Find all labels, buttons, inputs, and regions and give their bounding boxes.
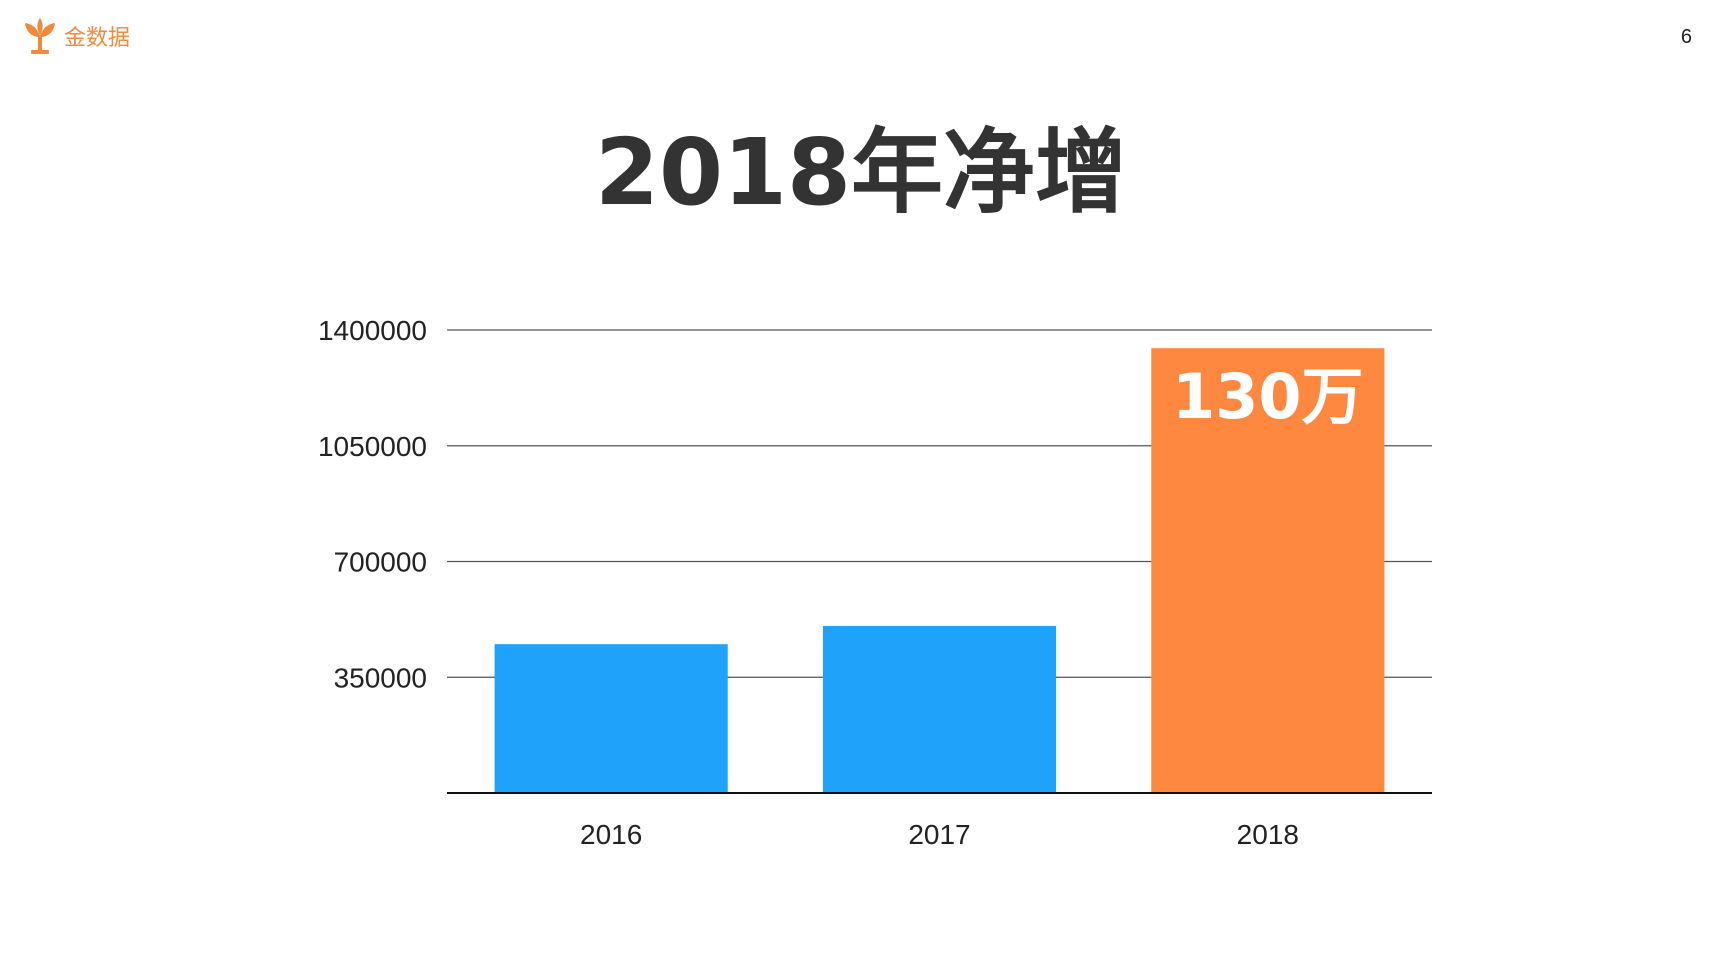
page-number: 6 [1680, 26, 1692, 48]
data-label: 130万 [1172, 360, 1363, 433]
y-tick-label: 350000 [334, 662, 427, 693]
logo-text: 金数据 [64, 26, 131, 51]
x-tick-label: 2018 [1237, 819, 1299, 850]
bar-2018 [1151, 348, 1385, 793]
sprout-logo-icon [25, 18, 55, 54]
y-tick-label: 700000 [334, 547, 427, 578]
bar-2016 [494, 644, 728, 793]
x-tick-label: 2016 [580, 819, 642, 850]
chart-title: 2018年净增 [594, 119, 1128, 226]
x-tick-label: 2017 [908, 819, 970, 850]
y-tick-label: 1050000 [318, 431, 427, 462]
logo: 金数据 [22, 16, 130, 56]
bar-2017 [822, 625, 1057, 793]
y-tick-label: 1400000 [318, 315, 427, 346]
bars [494, 348, 1385, 793]
data-labels: 130万 [1172, 360, 1363, 433]
x-tick-labels: 2016 2017 2018 [580, 819, 1299, 850]
y-tick-labels: 350000 700000 1050000 1400000 [318, 315, 427, 693]
